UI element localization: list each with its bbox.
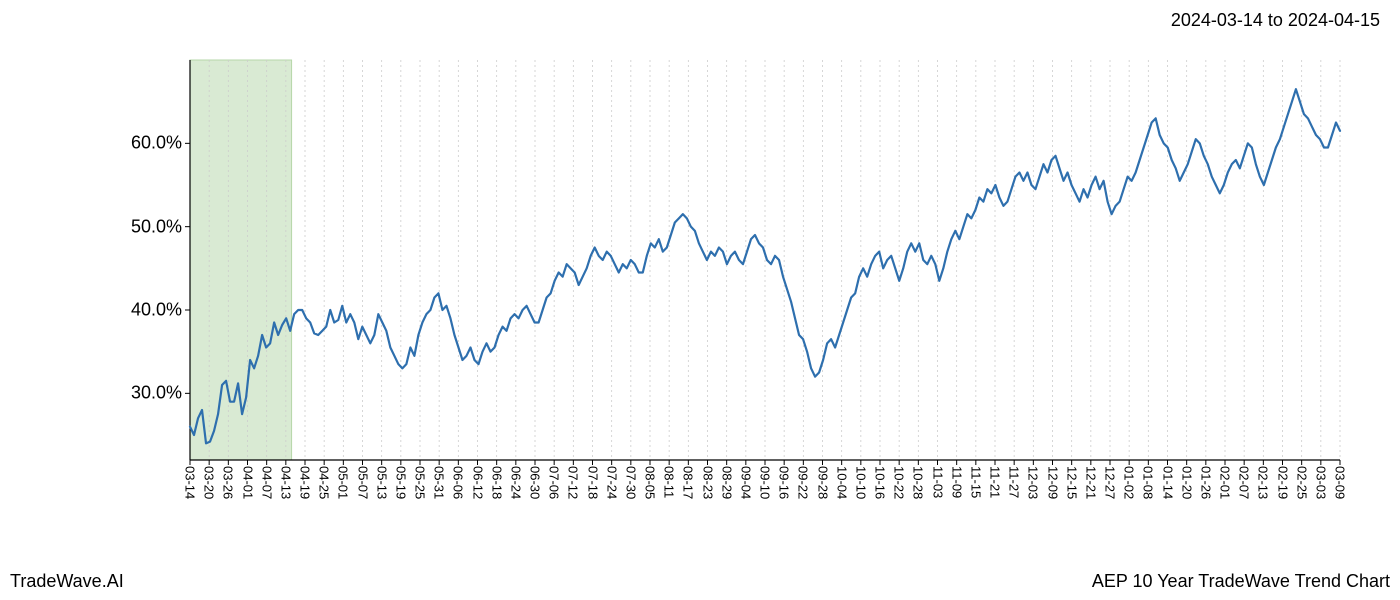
x-tick-label: 10-22 xyxy=(892,466,907,499)
x-tick-label: 06-06 xyxy=(451,466,466,499)
x-tick-label: 12-15 xyxy=(1064,466,1079,499)
x-tick-label: 08-17 xyxy=(681,466,696,499)
x-tick-label: 02-07 xyxy=(1237,466,1252,499)
x-tick-label: 07-24 xyxy=(604,466,619,499)
x-tick-label: 11-09 xyxy=(949,466,964,498)
x-tick-label: 11-27 xyxy=(1007,466,1022,498)
x-tick-label: 01-26 xyxy=(1198,466,1213,499)
x-tick-label: 10-16 xyxy=(873,466,888,499)
x-tick-label: 04-19 xyxy=(298,466,313,499)
y-tick-label: 30.0% xyxy=(131,383,182,404)
x-tick-label: 03-20 xyxy=(202,466,217,499)
x-tick-label: 07-18 xyxy=(585,466,600,499)
brand-label: TradeWave.AI xyxy=(10,571,124,592)
x-tick-label: 11-15 xyxy=(968,466,983,498)
x-tick-label: 01-20 xyxy=(1179,466,1194,499)
x-tick-label: 01-02 xyxy=(1122,466,1137,499)
x-tick-label: 09-16 xyxy=(777,466,792,499)
x-tick-label: 05-13 xyxy=(374,466,389,499)
plot-area: 30.0%40.0%50.0%60.0%03-1403-2003-2604-01… xyxy=(190,60,1340,460)
x-tick-label: 12-09 xyxy=(1045,466,1060,499)
y-tick-label: 40.0% xyxy=(131,300,182,321)
x-tick-label: 02-01 xyxy=(1218,466,1233,499)
x-tick-label: 05-01 xyxy=(336,466,351,499)
x-tick-label: 08-23 xyxy=(700,466,715,499)
x-tick-label: 07-12 xyxy=(566,466,581,499)
x-tick-label: 04-13 xyxy=(278,466,293,499)
x-tick-label: 03-09 xyxy=(1333,466,1348,499)
x-tick-label: 04-25 xyxy=(317,466,332,499)
x-tick-label: 09-04 xyxy=(738,466,753,499)
x-tick-label: 05-07 xyxy=(355,466,370,499)
x-tick-label: 06-24 xyxy=(508,466,523,499)
x-tick-label: 09-22 xyxy=(796,466,811,499)
x-tick-label: 12-27 xyxy=(1103,466,1118,499)
x-tick-label: 12-21 xyxy=(1083,466,1098,499)
x-tick-label: 05-25 xyxy=(413,466,428,499)
x-tick-label: 11-21 xyxy=(988,466,1003,498)
x-tick-label: 08-29 xyxy=(719,466,734,499)
x-tick-label: 07-06 xyxy=(547,466,562,499)
x-tick-label: 01-08 xyxy=(1141,466,1156,499)
chart-title: AEP 10 Year TradeWave Trend Chart xyxy=(1092,571,1390,592)
x-tick-label: 09-28 xyxy=(815,466,830,499)
x-tick-label: 09-10 xyxy=(758,466,773,499)
chart-container: 2024-03-14 to 2024-04-15 TradeWave.AI AE… xyxy=(0,0,1400,600)
x-tick-label: 06-18 xyxy=(489,466,504,499)
x-tick-label: 10-10 xyxy=(853,466,868,499)
x-tick-label: 11-03 xyxy=(930,466,945,498)
x-tick-label: 06-12 xyxy=(470,466,485,499)
y-tick-label: 60.0% xyxy=(131,133,182,154)
date-range-label: 2024-03-14 to 2024-04-15 xyxy=(1171,10,1380,31)
chart-svg xyxy=(190,60,1340,460)
x-tick-label: 02-13 xyxy=(1256,466,1271,499)
x-tick-label: 10-04 xyxy=(834,466,849,499)
x-tick-label: 04-07 xyxy=(259,466,274,499)
x-tick-label: 08-05 xyxy=(643,466,658,499)
y-tick-label: 50.0% xyxy=(131,216,182,237)
x-tick-label: 02-19 xyxy=(1275,466,1290,499)
x-tick-label: 03-03 xyxy=(1313,466,1328,499)
x-tick-label: 12-03 xyxy=(1026,466,1041,499)
x-tick-label: 05-19 xyxy=(393,466,408,499)
x-tick-label: 08-11 xyxy=(662,466,677,498)
x-tick-label: 04-01 xyxy=(240,466,255,499)
x-tick-label: 02-25 xyxy=(1294,466,1309,499)
x-tick-label: 06-30 xyxy=(528,466,543,499)
x-tick-label: 03-14 xyxy=(183,466,198,499)
x-tick-label: 03-26 xyxy=(221,466,236,499)
x-tick-label: 01-14 xyxy=(1160,466,1175,499)
x-tick-label: 05-31 xyxy=(432,466,447,499)
x-tick-label: 07-30 xyxy=(623,466,638,499)
x-tick-label: 10-28 xyxy=(911,466,926,499)
